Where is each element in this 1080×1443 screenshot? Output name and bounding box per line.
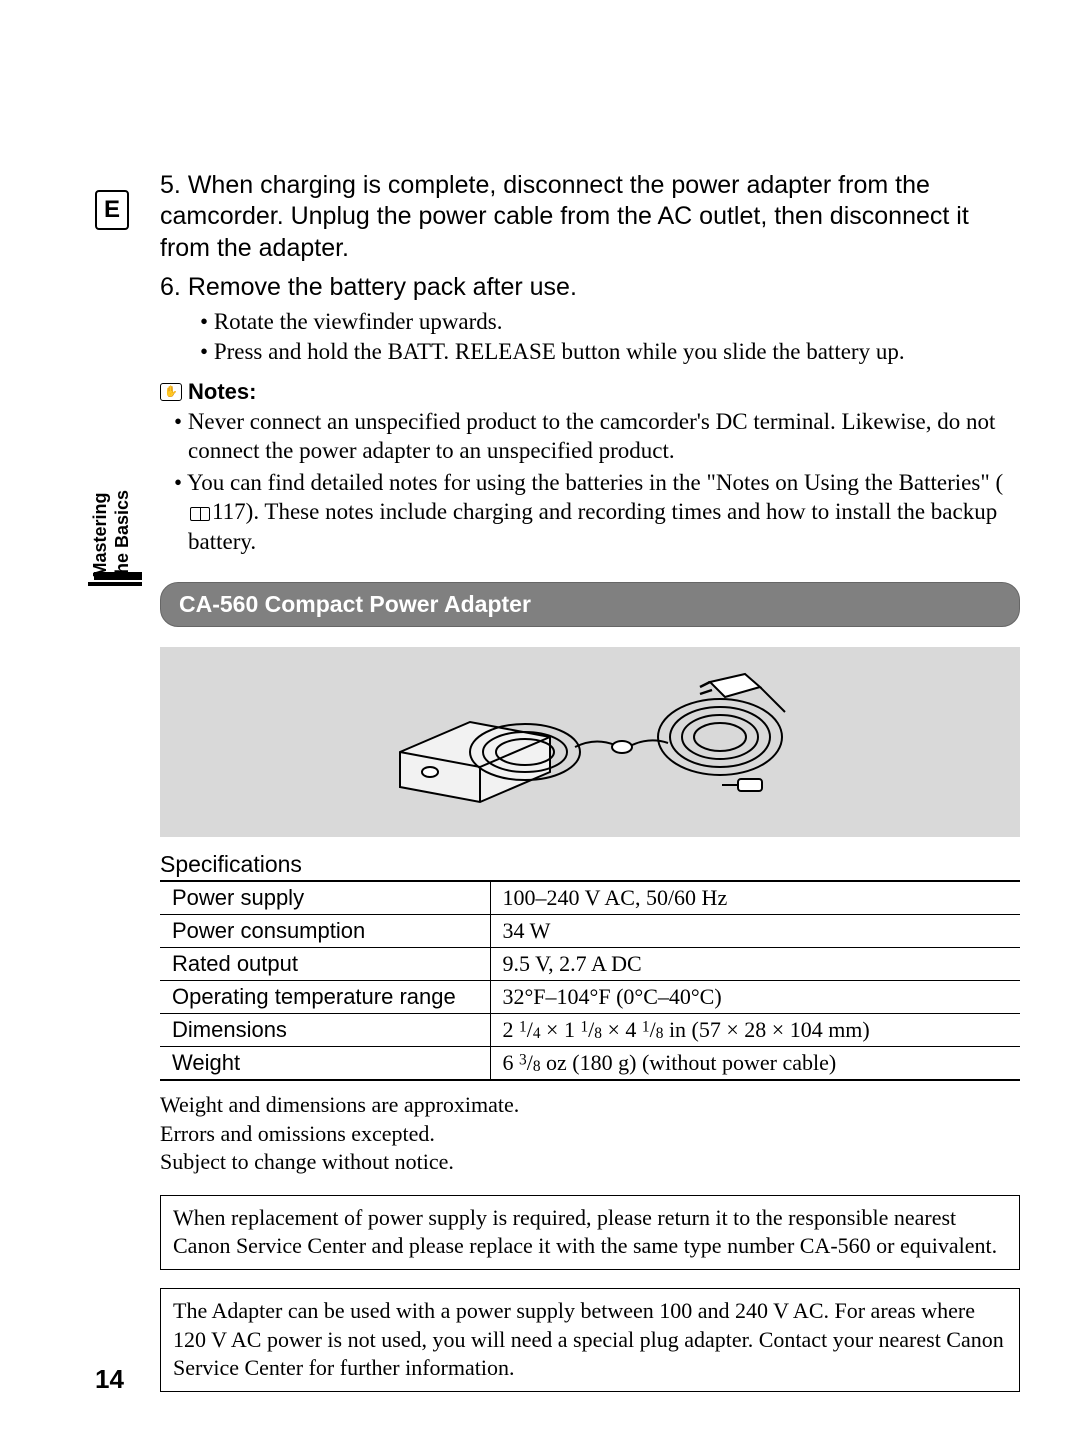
specifications-title: Specifications <box>160 851 1020 878</box>
table-row: Power consumption 34 W <box>160 914 1020 947</box>
notes-header: ✋ Notes: <box>160 379 1020 405</box>
side-tab: Mastering the Basics <box>90 490 133 580</box>
step-text: Remove the battery pack after use. <box>188 273 577 301</box>
disclaimer: Weight and dimensions are approximate.Er… <box>160 1091 1020 1177</box>
note-item: • Never connect an unspecified product t… <box>174 407 1020 466</box>
notes-list: • Never connect an unspecified product t… <box>174 407 1020 556</box>
notes-label: Notes: <box>188 379 256 405</box>
step-6: 6. Remove the battery pack after use. Ro… <box>160 272 1020 367</box>
spec-label: Power supply <box>160 881 490 915</box>
note-text-pre: You can find detailed notes for using th… <box>187 470 1003 495</box>
spec-label: Power consumption <box>160 914 490 947</box>
step-5: 5. When charging is complete, disconnect… <box>160 170 1020 264</box>
step-number: 5. <box>160 171 181 199</box>
step-number: 6. <box>160 273 181 301</box>
spec-value: 32°F–104°F (0°C–40°C) <box>490 980 1020 1013</box>
table-row: Dimensions 2 1/4 × 1 1/8 × 4 1/8 in (57 … <box>160 1013 1020 1046</box>
sub-bullet: Press and hold the BATT. RELEASE button … <box>200 337 1020 367</box>
step-text: When charging is complete, disconnect th… <box>160 171 969 262</box>
step-6-subs: Rotate the viewfinder upwards. Press and… <box>200 307 1020 367</box>
table-row: Weight 6 3/8 oz (180 g) (without power c… <box>160 1046 1020 1080</box>
note-text-post: ). These notes include charging and reco… <box>188 499 997 553</box>
spec-label: Dimensions <box>160 1013 490 1046</box>
spec-label: Weight <box>160 1046 490 1080</box>
replacement-note-box: When replacement of power supply is requ… <box>160 1195 1020 1270</box>
language-badge: E <box>95 190 129 230</box>
note-text: Never connect an unspecified product to … <box>188 409 996 463</box>
spec-value: 6 3/8 oz (180 g) (without power cable) <box>490 1046 1020 1080</box>
voltage-note-box: The Adapter can be used with a power sup… <box>160 1288 1020 1392</box>
table-row: Power supply 100–240 V AC, 50/60 Hz <box>160 881 1020 915</box>
section-banner: CA-560 Compact Power Adapter <box>160 582 1020 627</box>
note-item: • You can find detailed notes for using … <box>174 468 1020 556</box>
side-tab-line2: the Basics <box>112 490 132 580</box>
table-row: Operating temperature range 32°F–104°F (… <box>160 980 1020 1013</box>
spec-value: 100–240 V AC, 50/60 Hz <box>490 881 1020 915</box>
sub-bullet: Rotate the viewfinder upwards. <box>200 307 1020 337</box>
product-image <box>160 647 1020 837</box>
spec-label: Operating temperature range <box>160 980 490 1013</box>
spec-value: 34 W <box>490 914 1020 947</box>
page-number: 14 <box>95 1364 124 1395</box>
specifications-table: Power supply 100–240 V AC, 50/60 Hz Powe… <box>160 880 1020 1081</box>
spec-value: 9.5 V, 2.7 A DC <box>490 947 1020 980</box>
adapter-illustration-icon <box>370 667 810 817</box>
note-ref: 117 <box>212 499 246 524</box>
spec-label: Rated output <box>160 947 490 980</box>
hand-icon: ✋ <box>160 383 182 401</box>
table-row: Rated output 9.5 V, 2.7 A DC <box>160 947 1020 980</box>
book-icon <box>190 507 210 521</box>
side-tab-line1: Mastering <box>90 492 110 577</box>
spec-value: 2 1/4 × 1 1/8 × 4 1/8 in (57 × 28 × 104 … <box>490 1013 1020 1046</box>
